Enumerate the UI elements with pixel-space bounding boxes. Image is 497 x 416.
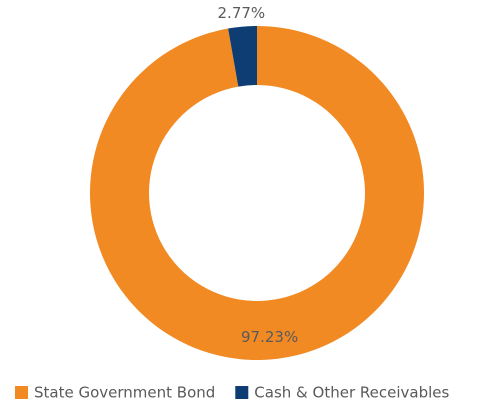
donut-slice xyxy=(89,26,424,361)
legend-swatch xyxy=(235,386,249,399)
donut-slice xyxy=(228,26,257,87)
legend-label: State Government Bond xyxy=(34,384,215,402)
value-label: 97.23% xyxy=(241,328,298,346)
value-label: 2.77% xyxy=(218,4,266,22)
legend-swatch xyxy=(15,386,28,399)
legend-label: Cash & Other Receivables xyxy=(254,384,449,402)
